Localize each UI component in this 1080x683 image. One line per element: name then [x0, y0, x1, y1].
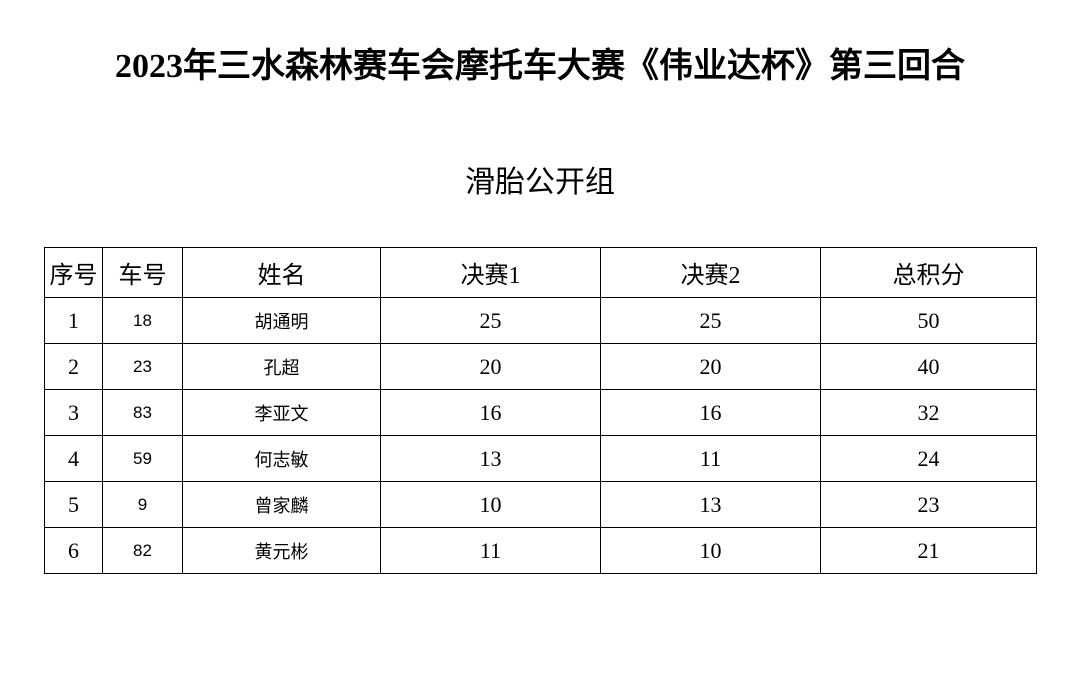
cell-f1: 13 [381, 436, 601, 482]
group-subtitle: 滑胎公开组 [44, 157, 1036, 201]
cell-total: 23 [821, 482, 1037, 528]
results-table: 序号 车号 姓名 决赛1 决赛2 总积分 1 18 胡通明 25 25 50 2… [44, 247, 1037, 574]
cell-name: 孔超 [183, 344, 381, 390]
table-row: 1 18 胡通明 25 25 50 [45, 298, 1037, 344]
cell-seq: 4 [45, 436, 103, 482]
cell-name: 黄元彬 [183, 528, 381, 574]
table-row: 5 9 曾家麟 10 13 23 [45, 482, 1037, 528]
cell-name: 曾家麟 [183, 482, 381, 528]
cell-seq: 2 [45, 344, 103, 390]
table-row: 2 23 孔超 20 20 40 [45, 344, 1037, 390]
cell-car: 18 [103, 298, 183, 344]
cell-name: 胡通明 [183, 298, 381, 344]
cell-total: 32 [821, 390, 1037, 436]
cell-car: 82 [103, 528, 183, 574]
cell-car: 23 [103, 344, 183, 390]
cell-seq: 1 [45, 298, 103, 344]
cell-seq: 6 [45, 528, 103, 574]
table-row: 6 82 黄元彬 11 10 21 [45, 528, 1037, 574]
col-f1: 决赛1 [381, 248, 601, 298]
cell-total: 40 [821, 344, 1037, 390]
table-row: 4 59 何志敏 13 11 24 [45, 436, 1037, 482]
col-f2: 决赛2 [601, 248, 821, 298]
cell-f1: 20 [381, 344, 601, 390]
cell-f1: 16 [381, 390, 601, 436]
page: 2023年三水森林赛车会摩托车大赛《伟业达杯》第三回合 滑胎公开组 序号 车号 … [0, 0, 1080, 683]
cell-total: 24 [821, 436, 1037, 482]
col-total: 总积分 [821, 248, 1037, 298]
table-row: 3 83 李亚文 16 16 32 [45, 390, 1037, 436]
cell-car: 59 [103, 436, 183, 482]
cell-f2: 20 [601, 344, 821, 390]
cell-name: 何志敏 [183, 436, 381, 482]
col-name: 姓名 [183, 248, 381, 298]
table-header-row: 序号 车号 姓名 决赛1 决赛2 总积分 [45, 248, 1037, 298]
col-car: 车号 [103, 248, 183, 298]
cell-seq: 5 [45, 482, 103, 528]
cell-f2: 16 [601, 390, 821, 436]
cell-car: 9 [103, 482, 183, 528]
cell-f2: 25 [601, 298, 821, 344]
cell-f1: 11 [381, 528, 601, 574]
cell-total: 50 [821, 298, 1037, 344]
cell-f2: 11 [601, 436, 821, 482]
cell-f1: 10 [381, 482, 601, 528]
col-seq: 序号 [45, 248, 103, 298]
cell-seq: 3 [45, 390, 103, 436]
table-body: 1 18 胡通明 25 25 50 2 23 孔超 20 20 40 3 83 … [45, 298, 1037, 574]
cell-f2: 10 [601, 528, 821, 574]
page-title: 2023年三水森林赛车会摩托车大赛《伟业达杯》第三回合 [44, 38, 1036, 87]
cell-total: 21 [821, 528, 1037, 574]
cell-f1: 25 [381, 298, 601, 344]
cell-name: 李亚文 [183, 390, 381, 436]
cell-car: 83 [103, 390, 183, 436]
cell-f2: 13 [601, 482, 821, 528]
